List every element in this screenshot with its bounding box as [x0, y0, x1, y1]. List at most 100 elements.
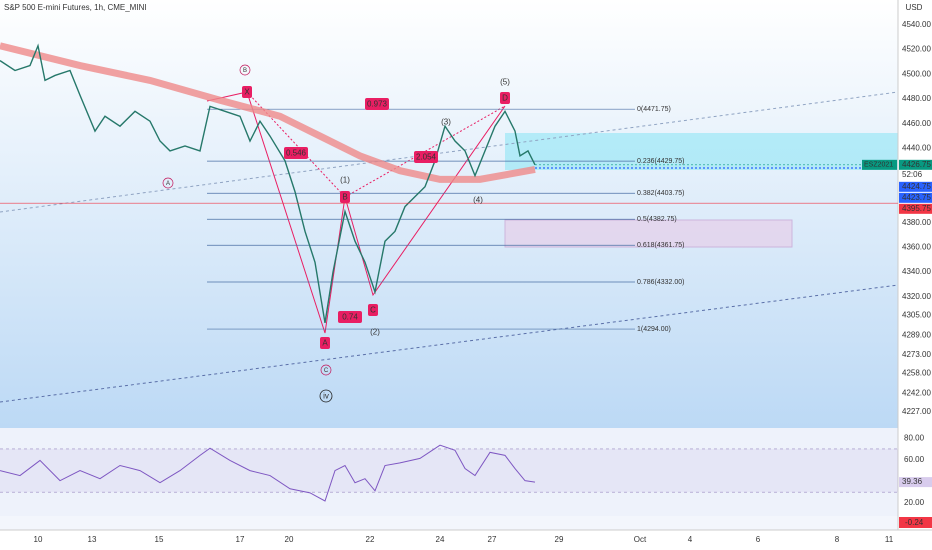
- currency: USD: [906, 3, 923, 12]
- y-tick-label: 4320.00: [902, 292, 931, 301]
- pattern-point-box: [368, 304, 378, 316]
- x-tick-label: 22: [366, 535, 375, 544]
- y-tick-label: 4340.00: [902, 267, 931, 276]
- ratio-box: [365, 98, 389, 110]
- zone: [504, 219, 793, 248]
- y-tick-label: 4540.00: [902, 20, 931, 29]
- x-tick-label: 8: [835, 535, 840, 544]
- annotation: 2.054: [416, 153, 437, 162]
- chart-title: S&P 500 E-mini Futures, 1h, CME_MINI: [4, 3, 147, 12]
- macd-value-box: [899, 517, 932, 528]
- plot-background: [0, 0, 898, 428]
- trendline: [0, 91, 899, 213]
- x-tick-label: 29: [555, 535, 564, 544]
- pattern-point-box: [242, 86, 252, 98]
- macd-background: [0, 516, 898, 530]
- annotation: (1): [340, 176, 350, 185]
- y-tick-label: 4289.00: [902, 330, 931, 339]
- rsi-value-label: 39.36: [902, 477, 923, 486]
- rsi-value-box: [899, 477, 932, 488]
- x-tick-label: 6: [756, 535, 761, 544]
- rsi-tick-label: 20.00: [904, 498, 925, 507]
- wave-circle: [162, 177, 174, 189]
- countdown: 52:06: [902, 170, 923, 179]
- moving-average: [0, 42, 536, 183]
- wave-circle: [319, 389, 333, 403]
- price-marker-label: 4424.75: [902, 182, 931, 191]
- y-tick-label: 4380.00: [902, 218, 931, 227]
- annotation: (4): [473, 196, 483, 205]
- ratio-box: [414, 151, 438, 163]
- ratio-box: [338, 311, 362, 323]
- symbol-label: ESZ2021: [864, 162, 893, 169]
- fib-label: 0.618(4361.75): [637, 242, 684, 249]
- rsi-tick-label: 80.00: [904, 433, 925, 442]
- annotation: 0.74: [342, 313, 358, 322]
- ratio-box: [284, 147, 308, 159]
- rsi-line: [0, 444, 536, 502]
- annotation: D: [502, 94, 508, 103]
- price-marker-box: [899, 181, 932, 192]
- y-tick-label: 4227.00: [902, 407, 931, 416]
- x-tick-label: 17: [236, 535, 245, 544]
- y-tick-label: 4305.00: [902, 311, 931, 320]
- fib-label: 0.5(4382.75): [637, 216, 677, 223]
- fib-label: 0.382(4403.75): [637, 190, 684, 197]
- y-tick-label: 4520.00: [902, 45, 931, 54]
- price-line: [0, 43, 536, 323]
- annotation: X: [244, 88, 250, 97]
- x-tick-label: 4: [688, 535, 693, 544]
- macd-value-label: -0.24: [905, 518, 924, 527]
- x-tick-label: 11: [885, 535, 894, 544]
- price-marker-label: 4395.75: [902, 204, 931, 213]
- fib-label: 0.786(4332.00): [637, 279, 684, 286]
- annotation: (3): [441, 118, 451, 127]
- fib-label: 1(4294.00): [637, 326, 671, 333]
- annotation: B: [243, 68, 247, 74]
- zone: [505, 133, 898, 170]
- annotation: B: [342, 193, 347, 202]
- x-tick-label: 10: [34, 535, 43, 544]
- x-tick-label: Oct: [634, 535, 647, 544]
- annotation: iv: [323, 392, 329, 401]
- annotation: 0.546: [286, 149, 307, 158]
- x-tick-label: 24: [436, 535, 445, 544]
- annotation: (5): [500, 78, 510, 87]
- wave-circle: [320, 364, 332, 376]
- annotation: 0.973: [367, 100, 388, 109]
- fib-label: 0(4471.75): [637, 106, 671, 113]
- annotation: A: [166, 181, 170, 187]
- rsi-tick-label: 60.00: [904, 455, 925, 464]
- y-tick-label: 4480.00: [902, 94, 931, 103]
- y-tick-label: 4500.00: [902, 69, 931, 78]
- y-tick-label: 4258.00: [902, 369, 931, 378]
- fib-label: 0.236(4429.75): [637, 158, 684, 165]
- y-tick-label: 4440.00: [902, 144, 931, 153]
- price-marker-box: [899, 159, 932, 170]
- annotation: C: [370, 306, 376, 315]
- x-tick-label: 27: [488, 535, 497, 544]
- x-tick-label: 20: [285, 535, 294, 544]
- y-tick-label: 4242.00: [902, 388, 931, 397]
- annotation: C: [324, 368, 329, 374]
- price-marker-label: 4423.75: [902, 193, 931, 202]
- annotation: (2): [370, 328, 380, 337]
- pattern-point-box: [500, 92, 510, 104]
- y-tick-label: 4273.00: [902, 350, 931, 359]
- y-tick-label: 4460.00: [902, 119, 931, 128]
- wave-circle: [239, 64, 251, 76]
- pattern-point-box: [340, 191, 350, 203]
- rsi-band-fill: [0, 448, 898, 493]
- annotation: A: [322, 339, 328, 348]
- symbol-box: [862, 159, 897, 170]
- x-tick-label: 15: [155, 535, 164, 544]
- price-marker-box: [899, 192, 932, 203]
- x-tick-label: 13: [88, 535, 97, 544]
- price-marker-box: [899, 203, 932, 214]
- price-marker-label: 4426.75: [902, 160, 931, 169]
- pattern-point-box: [320, 337, 330, 349]
- y-tick-label: 4360.00: [902, 243, 931, 252]
- rsi-background: [0, 428, 898, 516]
- trendline: [0, 284, 899, 403]
